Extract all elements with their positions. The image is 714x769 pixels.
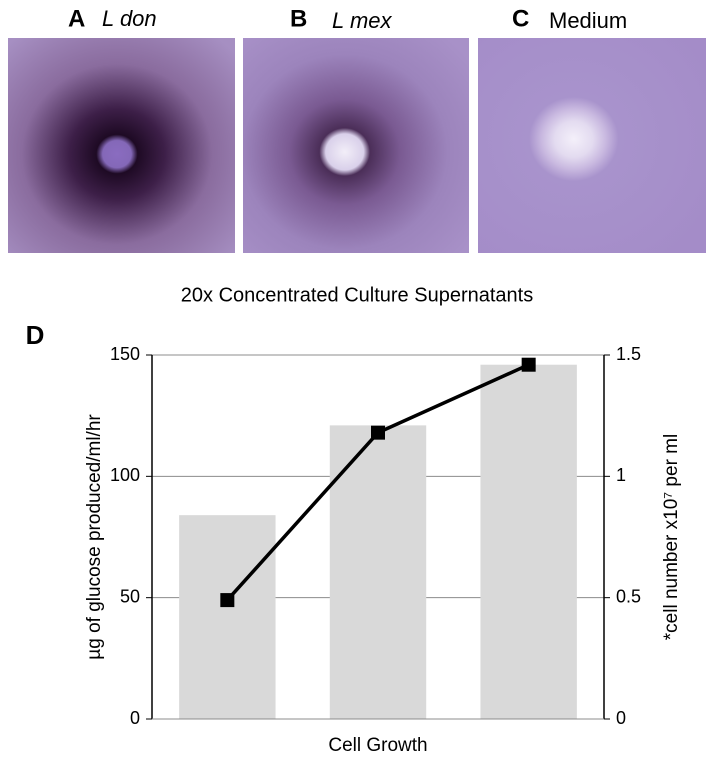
panel-label: Medium	[549, 8, 627, 33]
panel-label: L mex	[332, 8, 393, 33]
panel-letter: B	[290, 5, 307, 32]
panel-label: L don	[102, 6, 157, 31]
bar	[179, 515, 276, 719]
panel-letter: A	[68, 5, 85, 32]
y2-tick-label: 1	[616, 465, 626, 485]
y2-axis-label: *cell number x10⁷ per ml	[661, 434, 682, 640]
marker	[521, 357, 536, 372]
bar	[329, 425, 427, 719]
y2-tick-label: 1.5	[616, 344, 641, 364]
y-tick-label: 150	[110, 344, 140, 364]
y-axis-label: µg of glucose produced/ml/hr	[84, 414, 105, 660]
y2-tick-label: 0.5	[616, 586, 641, 606]
panel-letter: C	[512, 5, 529, 32]
plate-image	[243, 38, 469, 253]
y-tick-label: 50	[120, 586, 140, 606]
marker	[220, 593, 235, 608]
x-axis-label: Cell Growth	[328, 735, 427, 756]
y-tick-label: 100	[110, 465, 140, 485]
panel-letter: D	[26, 320, 45, 350]
y2-tick-label: 0	[616, 708, 626, 728]
caption: 20x Concentrated Culture Supernatants	[181, 284, 533, 306]
plate-image	[8, 38, 235, 253]
plate-image	[478, 38, 706, 253]
y-tick-label: 0	[130, 708, 140, 728]
marker	[371, 425, 385, 440]
bar	[480, 364, 577, 719]
